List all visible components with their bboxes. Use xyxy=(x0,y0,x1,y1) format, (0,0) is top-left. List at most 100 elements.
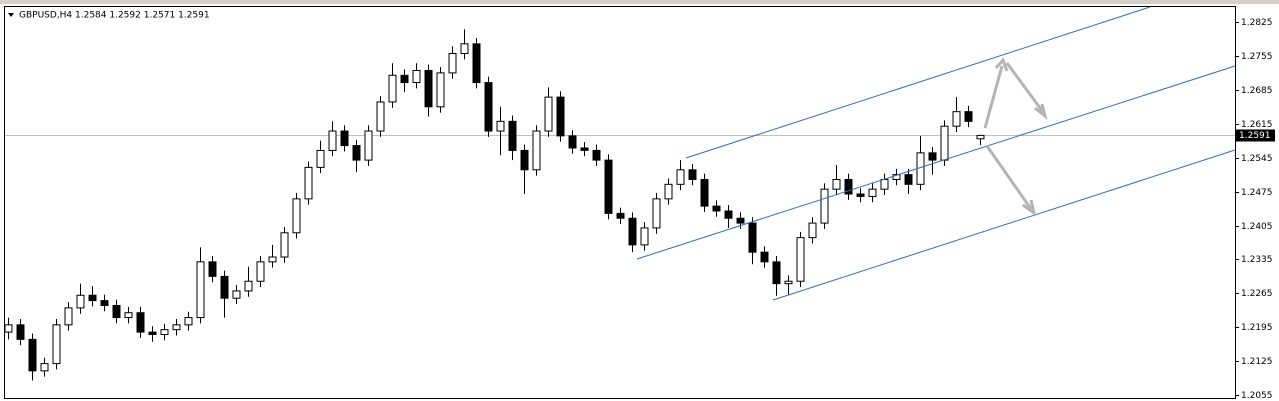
candle-body xyxy=(532,130,541,171)
candle-body xyxy=(736,217,745,224)
candle-body xyxy=(880,178,889,190)
last-price-label: 1.2591 xyxy=(1239,131,1271,141)
channel-line xyxy=(636,65,1236,260)
candle-body xyxy=(100,300,109,306)
candle-body xyxy=(952,111,961,127)
candle-body xyxy=(724,210,733,219)
candle-body xyxy=(136,312,145,333)
candle-body xyxy=(52,324,61,365)
arrows xyxy=(983,57,1048,217)
candle-body xyxy=(616,212,625,219)
candle-body xyxy=(40,363,49,372)
candle-body xyxy=(340,130,349,147)
y-tick-label: 1.2755 xyxy=(1241,52,1273,62)
candle-body xyxy=(964,111,973,122)
y-tick-label: 1.2125 xyxy=(1241,357,1273,367)
candle-body xyxy=(280,232,289,258)
candle-body xyxy=(484,82,493,132)
candle-body xyxy=(808,222,817,239)
candle-body xyxy=(664,183,673,200)
candle-body xyxy=(220,275,229,299)
candle-body xyxy=(940,125,949,161)
toolbar-edge xyxy=(0,0,1279,4)
candle-body xyxy=(160,329,169,336)
candle-body xyxy=(628,217,637,246)
candle-body xyxy=(244,280,253,292)
arrow xyxy=(1005,62,1045,113)
y-tick-label: 1.2055 xyxy=(1241,391,1273,401)
candle-body xyxy=(760,251,769,263)
candle-body xyxy=(712,205,721,212)
candle-body xyxy=(400,74,409,84)
candle-body xyxy=(328,130,337,151)
candle-body xyxy=(28,338,37,372)
candle-body xyxy=(844,178,853,195)
candle-body xyxy=(436,72,445,108)
candle-body xyxy=(424,69,433,108)
candle-body xyxy=(172,324,181,331)
candle-body xyxy=(364,130,373,161)
candle-body xyxy=(64,307,73,326)
candle-body xyxy=(88,294,97,302)
candle-body xyxy=(976,134,985,140)
candle-body xyxy=(820,188,829,224)
candle-body xyxy=(412,69,421,84)
candle-body xyxy=(196,261,205,319)
candle-body xyxy=(640,227,649,246)
candle-body xyxy=(520,149,529,171)
candle-body xyxy=(496,120,505,132)
candle-body xyxy=(580,147,589,151)
last-price-box xyxy=(1236,129,1275,142)
candle-body xyxy=(460,43,469,55)
y-tick-label: 1.2685 xyxy=(1241,86,1273,96)
candle-body xyxy=(268,256,277,263)
candle-body xyxy=(76,294,85,309)
candle-body xyxy=(928,152,937,161)
candle-body xyxy=(292,198,301,234)
candle-body xyxy=(652,198,661,229)
candle-body xyxy=(856,193,865,197)
arrow-head xyxy=(1034,103,1048,120)
candle-body xyxy=(148,331,157,336)
channel-line xyxy=(772,149,1236,301)
candle-body xyxy=(892,174,901,180)
arrow xyxy=(983,65,1004,129)
y-tick-label: 1.2545 xyxy=(1241,154,1273,164)
y-tick-label: 1.2615 xyxy=(1241,120,1273,130)
candle-body xyxy=(796,237,805,282)
y-tick-label: 1.2405 xyxy=(1241,222,1273,232)
candle-body xyxy=(316,149,325,168)
candle-body xyxy=(700,178,709,207)
candle-body xyxy=(508,120,517,151)
collapse-icon[interactable] xyxy=(8,13,14,17)
candle-body xyxy=(448,53,457,74)
candle-body xyxy=(472,43,481,84)
arrow-head xyxy=(994,57,1009,72)
y-tick-label: 1.2825 xyxy=(1241,18,1273,28)
candle-body xyxy=(784,280,793,285)
drawings xyxy=(636,6,1236,301)
candle-body xyxy=(112,304,121,319)
candle-body xyxy=(604,159,613,214)
candle-body xyxy=(688,169,697,180)
candle-body xyxy=(304,166,313,200)
candles xyxy=(4,29,985,381)
candle-body xyxy=(388,74,397,103)
candle-body xyxy=(544,96,553,132)
candle-body xyxy=(676,169,685,185)
candle-body xyxy=(4,324,13,333)
chart-title: GBPUSD,H4 1.2584 1.2592 1.2571 1.2591 xyxy=(19,11,210,21)
candle-body xyxy=(232,290,241,299)
candle-body xyxy=(376,101,385,132)
candle-body xyxy=(256,261,265,282)
arrow-head xyxy=(1022,199,1037,217)
candle-body xyxy=(748,222,757,253)
candle-body xyxy=(184,317,193,326)
candle-body xyxy=(352,145,361,161)
y-tick-label: 1.2475 xyxy=(1241,188,1273,198)
candle-body xyxy=(904,174,913,185)
candle-body xyxy=(556,96,565,137)
